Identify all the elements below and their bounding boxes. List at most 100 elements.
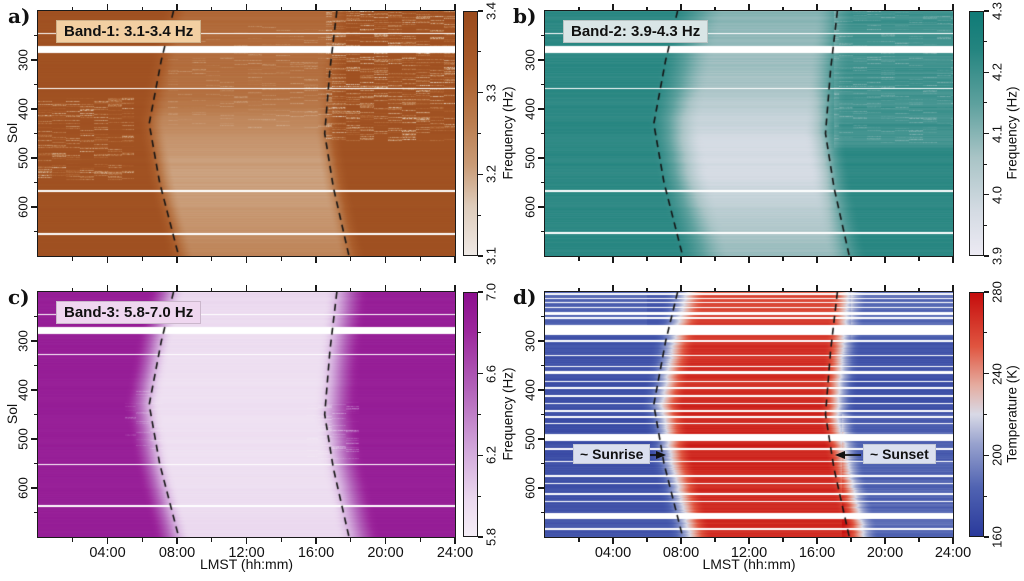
y-minor-tick <box>540 132 544 135</box>
y-major-tick <box>31 389 37 391</box>
colorbar-tick-label: 4.2 <box>989 63 1005 82</box>
x-tick-label: 12:00 <box>730 545 768 561</box>
y-major-tick <box>538 389 544 391</box>
x-minor-tick <box>918 6 920 10</box>
y-major-tick <box>538 108 544 110</box>
sol-axis-label-top: Sol <box>4 122 20 144</box>
x-major-tick <box>612 285 614 291</box>
x-major-tick <box>384 538 387 544</box>
x-major-tick <box>384 4 387 10</box>
x-major-tick <box>176 257 178 263</box>
x-tick-label: 04:00 <box>594 545 632 561</box>
x-major-tick <box>384 257 387 263</box>
x-major-tick <box>952 538 954 544</box>
colorbar-minor-tick <box>984 413 987 416</box>
colorbar-major-tick <box>984 372 989 375</box>
y-minor-tick <box>33 181 37 184</box>
x-minor-tick <box>646 538 648 542</box>
x-tick-label: 08:00 <box>662 545 700 561</box>
colorbar-minor-tick <box>984 163 987 165</box>
colorbar-major-tick <box>478 536 483 538</box>
x-minor-tick <box>578 6 580 10</box>
colorbar-major-tick <box>984 291 989 293</box>
colorbar-major-tick <box>478 291 483 293</box>
x-major-tick <box>952 285 954 291</box>
x-minor-tick <box>646 257 648 261</box>
colorbar-label-a: Frequency (Hz) <box>500 86 516 180</box>
y-tick-label: 400 <box>522 98 538 120</box>
y-major-tick <box>31 340 37 342</box>
y-minor-tick <box>540 413 544 416</box>
colorbar-label-c: Frequency (Hz) <box>500 367 516 461</box>
colorbar-minor-tick <box>984 332 987 334</box>
x-major-tick <box>816 4 818 10</box>
x-minor-tick <box>141 538 143 542</box>
y-minor-tick <box>540 462 544 465</box>
y-major-tick <box>538 206 544 208</box>
y-minor-tick <box>540 230 544 233</box>
x-tick-label: 16:00 <box>798 545 836 561</box>
y-minor-tick <box>33 511 37 514</box>
y-minor-tick <box>540 181 544 184</box>
x-minor-tick <box>714 6 716 10</box>
y-major-tick <box>538 438 544 440</box>
x-tick-label: 08:00 <box>158 545 196 561</box>
lmst-axis-label-left: LMST (hh:mm) <box>199 556 294 572</box>
y-tick-label: 300 <box>522 330 538 352</box>
x-major-tick <box>680 285 682 291</box>
sunset-annotation: ~ Sunset <box>863 444 936 464</box>
x-major-tick <box>884 257 886 263</box>
colorbar-major-tick <box>478 454 483 457</box>
x-minor-tick <box>714 538 716 542</box>
colorbar-tick-label: 280 <box>989 281 1005 303</box>
x-major-tick <box>748 538 750 544</box>
y-tick-label: 500 <box>15 428 31 450</box>
x-minor-tick <box>350 6 352 10</box>
x-major-tick <box>680 538 682 544</box>
colorbar-tick-label: 3.9 <box>989 246 1005 266</box>
y-major-tick <box>31 157 37 159</box>
x-tick-label: 16:00 <box>297 545 335 561</box>
colorbar-minor-tick <box>478 413 481 416</box>
colorbar-tick-label: 6.2 <box>483 446 499 465</box>
heatmap-band2 <box>545 11 953 256</box>
x-tick-label: 20:00 <box>866 545 904 561</box>
colorbar-major-tick <box>478 173 483 176</box>
x-major-tick <box>106 257 109 263</box>
x-major-tick <box>106 285 109 291</box>
panel-letter-a: a) <box>8 4 31 28</box>
colorbar-major-tick <box>478 10 483 12</box>
x-minor-tick <box>72 257 74 261</box>
x-minor-tick <box>141 257 143 261</box>
x-minor-tick <box>714 257 716 261</box>
x-minor-tick <box>211 257 213 261</box>
x-minor-tick <box>72 287 74 291</box>
colorbar-minor-tick <box>984 102 987 104</box>
x-major-tick <box>952 4 954 10</box>
x-major-tick <box>106 538 109 544</box>
x-minor-tick <box>280 538 282 542</box>
colorbar-tick-label: 3.4 <box>483 1 499 21</box>
x-major-tick <box>454 4 456 10</box>
band2-label: Band-2: 3.9-4.3 Hz <box>563 20 709 43</box>
x-minor-tick <box>782 257 784 261</box>
y-minor-tick <box>33 413 37 416</box>
x-minor-tick <box>211 538 213 542</box>
heatmap-band3 <box>38 292 455 537</box>
colorbar-tick-label: 160 <box>989 526 1005 548</box>
y-minor-tick <box>33 364 37 367</box>
x-minor-tick <box>280 257 282 261</box>
colorbar-minor-tick <box>984 224 987 226</box>
y-tick-label: 300 <box>15 49 31 71</box>
y-major-tick <box>538 487 544 489</box>
y-minor-tick <box>540 34 544 37</box>
y-tick-label: 500 <box>522 147 538 169</box>
x-major-tick <box>245 4 248 10</box>
x-minor-tick <box>578 538 580 542</box>
x-major-tick <box>612 257 614 263</box>
colorbar-tick-label: 3.1 <box>483 246 499 266</box>
colorbar-minor-tick <box>478 332 481 334</box>
y-tick-label: 600 <box>522 477 538 499</box>
heatmap-band1 <box>38 11 455 256</box>
